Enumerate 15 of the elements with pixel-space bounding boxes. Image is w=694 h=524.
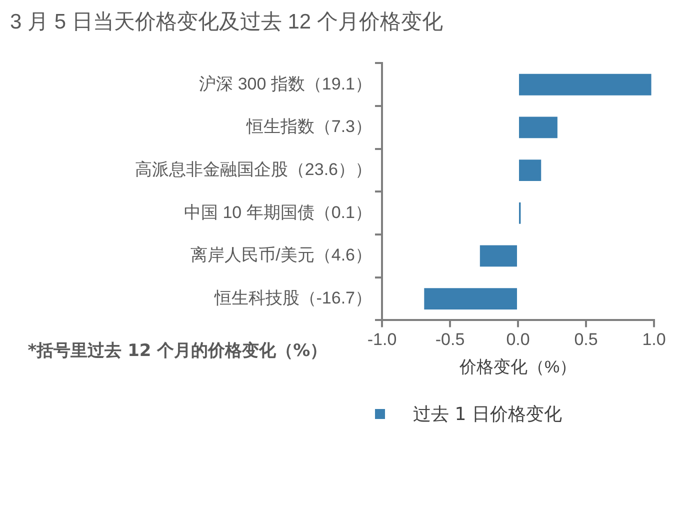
x-tick-label: 1.0 [642,330,666,350]
x-tick-label: 0.0 [506,330,530,350]
y-tick-label: 高派息非金融国企股（23.6）） [134,160,372,179]
y-tick-label: 恒生指数（7.3） [245,117,372,136]
text: *括号里过去 12 个月的价格变化（%） [26,340,328,363]
y-tick-label: 沪深 300 指数（19.1） [199,74,372,94]
y-tick-label: 中国 10 年期国债（0.1） [184,202,372,222]
x-axis-title: 价格变化（%） [458,357,577,376]
x-tick-label: -0.5 [435,330,465,350]
x-tick-label: -1.0 [367,330,397,350]
y-tick-label: 离岸人民币/美元（4.6） [190,246,372,265]
x-tick-label: 0.5 [574,330,598,350]
chart-title: 3 月 5 日当天价格变化及过去 12 个月价格变化 [10,10,443,34]
legend-label: 过去 1 日价格变化 [413,403,562,426]
y-tick-label: 恒生科技股（-16.7） [213,288,372,308]
